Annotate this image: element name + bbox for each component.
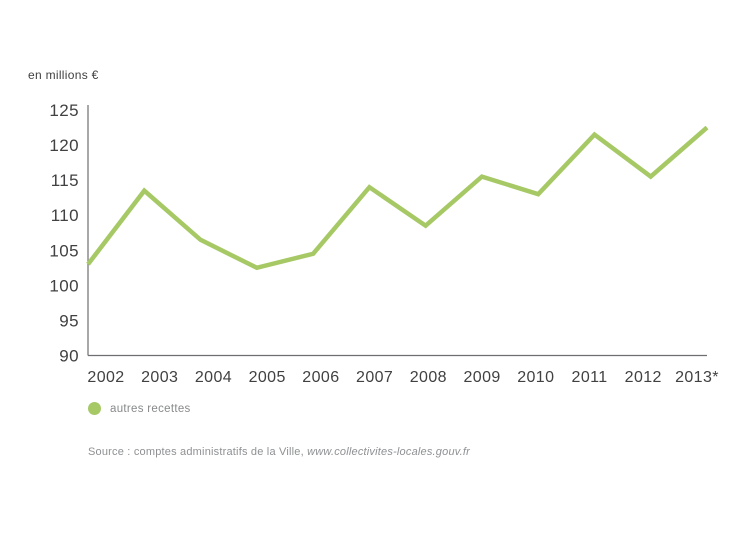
data-series-line — [86, 125, 709, 271]
source-note: Source : comptes administratifs de la Vi… — [88, 446, 470, 458]
x-tick-label: 2006 — [302, 369, 339, 386]
x-tick-label: 2002 — [87, 369, 124, 386]
y-axis-unit-label: en millions € — [28, 68, 99, 82]
x-tick-label: 2010 — [517, 369, 554, 386]
legend-label: autres recettes — [110, 402, 191, 415]
legend: autres recettes — [88, 402, 191, 415]
x-tick-label: 2012 — [625, 369, 662, 386]
x-tick-label: 2007 — [356, 369, 393, 386]
y-tick-label: 115 — [51, 171, 79, 190]
x-tick-label: 2005 — [249, 369, 286, 386]
x-tick-label: 2003 — [141, 369, 178, 386]
x-tick-label: 2004 — [195, 369, 232, 386]
source-url: www.collectivites-locales.gouv.fr — [307, 446, 471, 458]
x-tick-label: 2013* — [675, 369, 719, 386]
y-tick-label: 110 — [51, 206, 79, 225]
y-tick-label: 90 — [59, 347, 79, 366]
y-tick-label: 105 — [49, 241, 79, 260]
y-tick-label: 95 — [59, 311, 79, 330]
x-tick-label: 2008 — [410, 369, 447, 386]
y-tick-label: 100 — [49, 276, 79, 295]
legend-marker-circle-icon — [88, 402, 101, 415]
source-text: Source : comptes administratifs de la Vi… — [88, 446, 308, 458]
x-tick-label: 2011 — [572, 369, 608, 386]
x-tick-label: 2009 — [463, 369, 500, 386]
y-tick-label: 125 — [49, 101, 79, 120]
y-tick-label: 120 — [49, 136, 79, 155]
